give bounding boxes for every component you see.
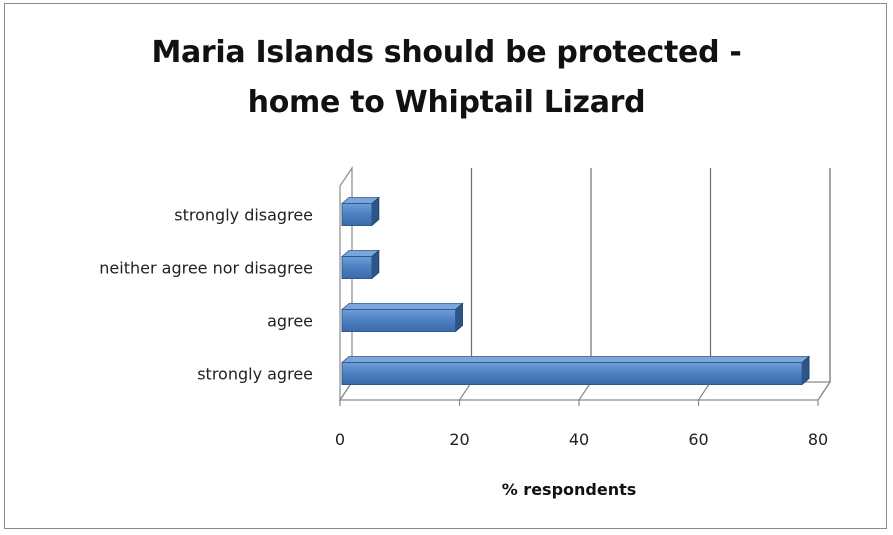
- x-tick-label: 20: [449, 430, 469, 449]
- bar-top: [340, 356, 811, 363]
- category-label: strongly disagree: [174, 206, 313, 225]
- x-axis-title: % respondents: [502, 480, 637, 499]
- x-tick-label: 0: [335, 430, 345, 449]
- x-axis-ticks: 0 20 40 60 80: [335, 400, 828, 449]
- category-label: agree: [267, 312, 313, 331]
- bars: [340, 196, 811, 386]
- chart-title-line-2: home to Whiptail Lizard: [247, 85, 646, 120]
- bar: [341, 256, 373, 279]
- x-tick-label: 40: [569, 430, 589, 449]
- category-label: strongly agree: [197, 365, 313, 384]
- x-tick-label: 80: [808, 430, 828, 449]
- bar-top: [340, 303, 464, 310]
- bar: [341, 203, 373, 226]
- floor-gridline: [817, 381, 831, 401]
- chart-frame: [4, 3, 887, 529]
- category-label: neither agree nor disagree: [99, 259, 313, 278]
- category-labels: strongly disagree neither agree nor disag…: [99, 206, 313, 384]
- x-tick-label: 60: [688, 430, 708, 449]
- chart-title: Maria Islands should be protected - home…: [0, 28, 893, 128]
- bar: [341, 362, 803, 385]
- bar: [341, 309, 457, 332]
- chart-title-line-1: Maria Islands should be protected -: [151, 35, 742, 70]
